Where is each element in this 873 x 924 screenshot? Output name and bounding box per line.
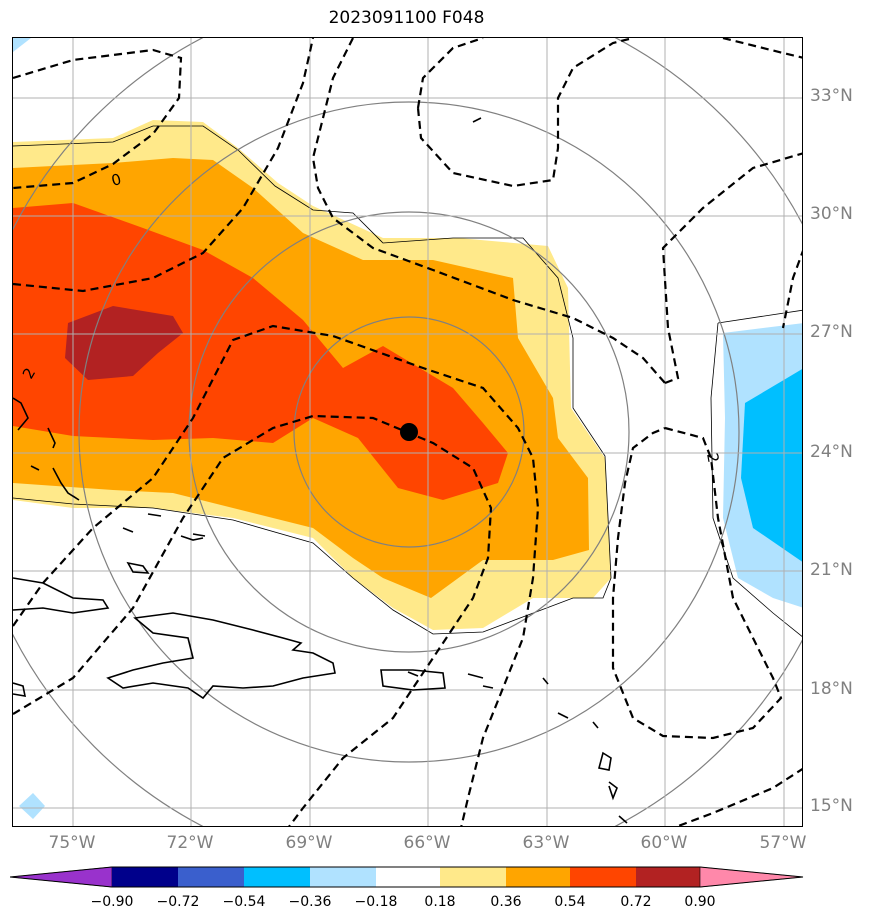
shade-neg-small xyxy=(19,793,45,819)
lat-label-18n: 18°N xyxy=(810,679,853,699)
colorbar-tick-label: −0.90 xyxy=(90,894,134,910)
range-ring-2 xyxy=(188,211,630,653)
colorbar-tick-label: 0.72 xyxy=(620,894,652,910)
colorbar-tick-label: −0.36 xyxy=(288,894,332,910)
range-ring-3 xyxy=(78,101,740,763)
colorbar-segment xyxy=(570,867,636,887)
colorbar-tick-label: 0.18 xyxy=(424,894,456,910)
colorbar xyxy=(10,866,804,888)
lat-label-15n: 15°N xyxy=(810,796,853,816)
shade-blue-right xyxy=(741,369,802,562)
colorbar-tick-label: 0.36 xyxy=(490,894,522,910)
coast-jamaica xyxy=(13,682,27,697)
lon-label-57w: 57°W xyxy=(759,833,807,853)
colorbar-segment xyxy=(699,866,804,888)
colorbar-segment xyxy=(440,867,506,887)
outline-contour-positive xyxy=(13,125,612,635)
lon-label-69w: 69°W xyxy=(285,833,333,853)
colorbar-segment xyxy=(636,867,700,887)
coastlines xyxy=(13,117,628,824)
lat-label-30n: 30°N xyxy=(810,204,853,224)
colorbar-outline xyxy=(10,866,804,888)
colorbar-segment xyxy=(506,867,570,887)
dashed-contours xyxy=(13,38,802,826)
coast-cuba xyxy=(13,577,110,614)
lat-label-27n: 27°N xyxy=(810,322,853,342)
shade-neg-topleft xyxy=(13,38,31,52)
lon-label-60w: 60°W xyxy=(640,833,688,853)
coast-puerto-rico xyxy=(380,669,446,691)
contour-label-2-right: 2 xyxy=(703,452,722,465)
outline-contour-negative xyxy=(710,309,802,637)
lat-label-21n: 21°N xyxy=(810,560,853,580)
storm-center-marker xyxy=(400,423,418,441)
coast-hispaniola xyxy=(106,612,336,700)
lat-label-24n: 24°N xyxy=(810,442,853,462)
contour-label-0: 0 xyxy=(109,170,123,190)
colorbar-segment xyxy=(178,867,244,887)
coast-inagua xyxy=(126,561,150,574)
colorbar-segment xyxy=(112,867,178,887)
range-ring-1 xyxy=(293,316,525,548)
coast-bahamas-1 xyxy=(13,397,29,431)
colorbar-tick-label: −0.54 xyxy=(222,894,266,910)
colorbar-segment xyxy=(244,867,310,887)
map-title: 2023091100 F048 xyxy=(328,8,485,28)
lat-label-33n: 33°N xyxy=(810,86,853,106)
lon-label-66w: 66°W xyxy=(403,833,451,853)
colorbar-segment xyxy=(310,867,376,887)
coast-bahamas-3 xyxy=(30,465,80,501)
coast-islands-east xyxy=(467,673,628,824)
lon-label-72w: 72°W xyxy=(166,833,214,853)
colorbar-tick-label: −0.72 xyxy=(156,894,200,910)
lon-label-75w: 75°W xyxy=(48,833,96,853)
colorbar-tick-label: 0.54 xyxy=(554,894,586,910)
coast-bahamas-2 xyxy=(47,427,56,449)
map-canvas: 0 2 2 xyxy=(13,38,802,826)
coast-islands-small xyxy=(192,117,482,677)
shade-redorange xyxy=(13,203,508,500)
colorbar-tick-label: −0.18 xyxy=(354,894,398,910)
lon-label-63w: 63°W xyxy=(522,833,570,853)
shade-darkred xyxy=(65,306,183,380)
map-plot-area: 0 2 2 xyxy=(12,37,803,827)
coast-turks xyxy=(122,513,204,541)
colorbar-segment xyxy=(10,866,113,888)
colorbar-segment xyxy=(376,867,440,887)
colorbar-tick-label: 0.90 xyxy=(684,894,716,910)
